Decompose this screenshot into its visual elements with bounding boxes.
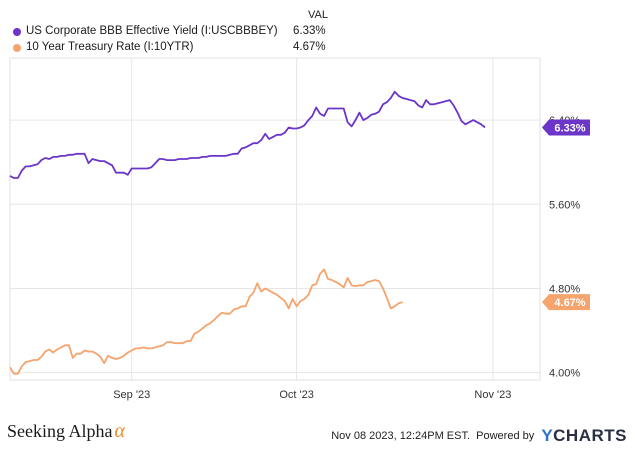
- end-value-label-1: 4.67%: [554, 297, 585, 309]
- x-tick-label: Oct '23: [279, 389, 314, 401]
- legend-treasury-name: 10 Year Treasury Rate (I:10YTR): [26, 41, 194, 53]
- footer-attribution: Nov 08 2023, 12:24PM EST. Powered by YCH…: [331, 426, 627, 446]
- timestamp: Nov 08 2023, 12:24PM EST.: [331, 430, 471, 442]
- legend-bbb-value: 6.33%: [293, 25, 326, 37]
- x-tick-label: Sep '23: [113, 389, 150, 401]
- series-line-0[interactable]: [9, 90, 486, 179]
- plot-area: [9, 57, 541, 381]
- x-tick-label: Nov '23: [474, 389, 511, 401]
- end-value-badge-0: [542, 119, 590, 136]
- legend-item-treasury[interactable]: 10 Year Treasury Rate (I:10YTR) 4.67%: [6, 40, 346, 56]
- ycharts-y: Y: [541, 426, 554, 445]
- legend-bbb-name: US Corporate BBB Effective Yield (I:USCB…: [26, 25, 278, 37]
- legend-treasury-dot-icon: [13, 44, 21, 52]
- ycharts-logo[interactable]: YCHARTS: [541, 426, 627, 445]
- legend-treasury-value: 4.67%: [293, 41, 326, 53]
- end-value-badge-1: [542, 294, 590, 311]
- y-tick-label: 5.60%: [549, 199, 580, 211]
- powered-by-label: Powered by: [476, 430, 535, 442]
- brand-name: Seeking Alpha: [7, 421, 113, 441]
- legend-bbb-dot-icon: [13, 28, 21, 36]
- end-value-label-0: 6.33%: [554, 122, 585, 134]
- y-tick-label: 4.80%: [549, 283, 580, 295]
- seeking-alpha-logo[interactable]: Seeking Alpha α: [7, 420, 125, 443]
- legend-value-header: VAL: [308, 9, 328, 21]
- y-tick-label: 4.00%: [549, 368, 580, 380]
- ycharts-rest: CHARTS: [553, 426, 627, 445]
- legend-item-bbb-yield[interactable]: US Corporate BBB Effective Yield (I:USCB…: [6, 24, 346, 40]
- alpha-symbol-icon: α: [114, 420, 126, 442]
- series-line-1[interactable]: [9, 268, 403, 375]
